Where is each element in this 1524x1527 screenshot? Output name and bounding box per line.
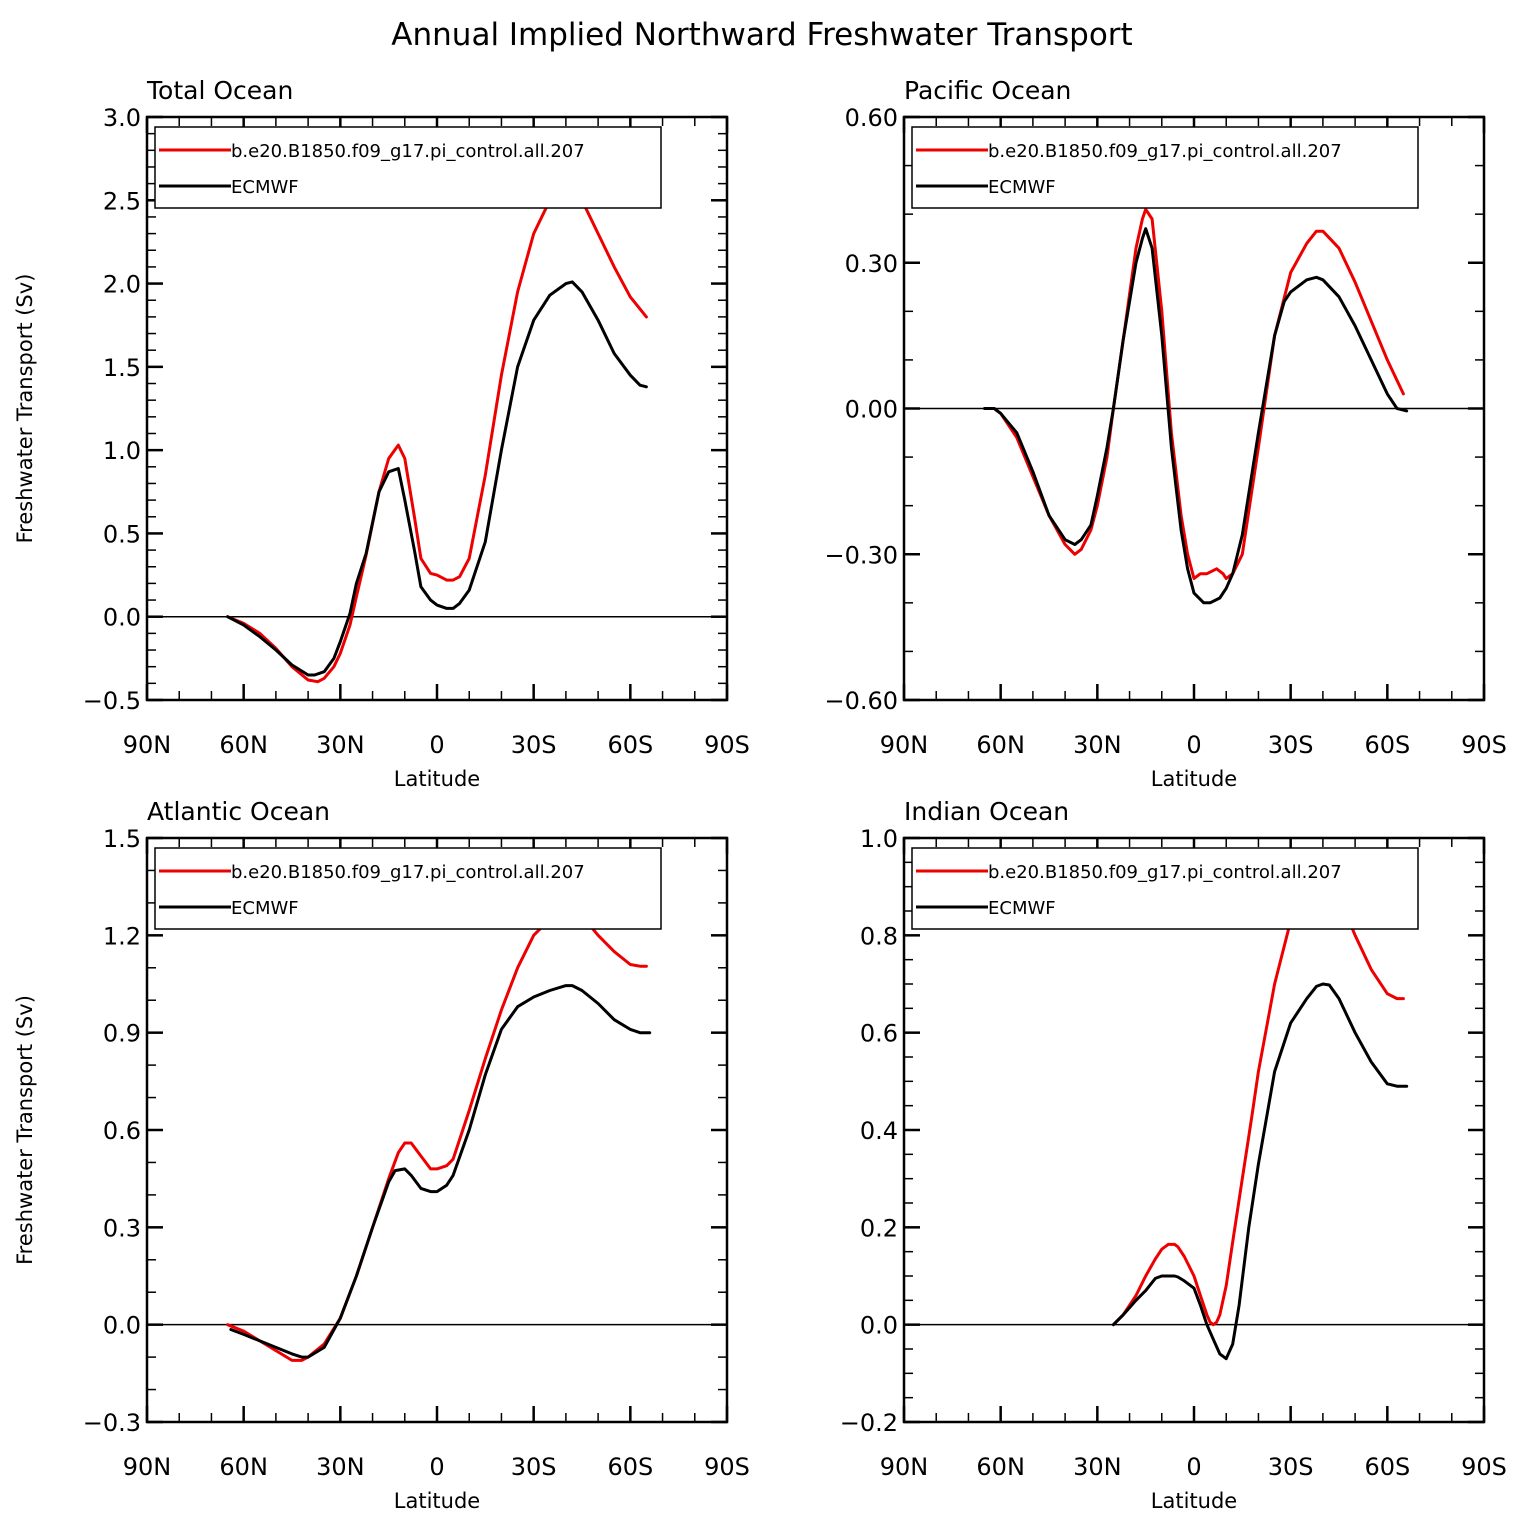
y-tick-label: −0.60 xyxy=(824,687,898,715)
y-tick-label: 0.8 xyxy=(860,922,898,950)
model-series-line xyxy=(226,907,648,1362)
x-tick-label: 90N xyxy=(880,731,929,759)
y-tick-label: −0.30 xyxy=(824,541,898,569)
x-tick-label: 60N xyxy=(219,1453,268,1481)
x-tick-label: 90S xyxy=(704,731,750,759)
x-tick-label: 0 xyxy=(429,731,444,759)
x-axis-title: Latitude xyxy=(1151,767,1237,791)
ecmwf-series-line xyxy=(226,280,648,677)
ecmwf-series-line xyxy=(1111,982,1409,1361)
x-tick-label: 60S xyxy=(1364,1453,1410,1481)
x-axis-title: Latitude xyxy=(1151,1489,1237,1513)
x-tick-label: 0 xyxy=(1186,731,1201,759)
y-tick-label: −0.3 xyxy=(83,1409,141,1437)
x-tick-label: 90S xyxy=(704,1453,750,1481)
y-tick-label: 1.5 xyxy=(103,354,141,382)
y-tick-label: 0.0 xyxy=(103,1312,141,1340)
y-tick-label: 1.2 xyxy=(103,922,141,950)
legend: b.e20.B1850.f09_g17.pi_control.all.207 EC… xyxy=(911,126,1419,209)
legend-label: ECMWF xyxy=(231,898,299,919)
x-tick-label: 60S xyxy=(607,731,653,759)
legend: b.e20.B1850.f09_g17.pi_control.all.207 EC… xyxy=(911,847,1419,930)
x-tick-label: 60N xyxy=(976,1453,1025,1481)
legend-label: ECMWF xyxy=(231,177,299,198)
legend-label: b.e20.B1850.f09_g17.pi_control.all.207 xyxy=(231,862,585,883)
panel-title: Total Ocean xyxy=(146,76,293,105)
model-series-line xyxy=(1111,873,1405,1327)
y-tick-label: 0.2 xyxy=(860,1214,898,1242)
ecmwf-series-line xyxy=(229,984,652,1359)
x-tick-label: 60S xyxy=(607,1453,653,1481)
panel-title: Atlantic Ocean xyxy=(147,797,330,826)
y-tick-label: 0.6 xyxy=(103,1117,141,1145)
y-tick-label: 2.0 xyxy=(103,271,141,299)
x-tick-label: 0 xyxy=(1186,1453,1201,1481)
chart-panel-2: −0.60 −0.30 0.00 0.30 0.60 90N 60N 30N 0 30S 60S 90… xyxy=(824,76,1506,791)
y-tick-label: 0.00 xyxy=(845,396,898,424)
y-tick-label: 0.9 xyxy=(103,1020,141,1048)
y-tick-label: 3.0 xyxy=(103,104,141,132)
y-tick-label: 0.3 xyxy=(103,1214,141,1242)
x-tick-label: 90N xyxy=(123,1453,172,1481)
y-tick-label: 2.5 xyxy=(103,187,141,215)
y-tick-label: 1.0 xyxy=(860,825,898,853)
y-tick-label: 0.0 xyxy=(860,1312,898,1340)
x-axis-title: Latitude xyxy=(394,1489,480,1513)
y-tick-label: 0.0 xyxy=(103,604,141,632)
legend-label: b.e20.B1850.f09_g17.pi_control.all.207 xyxy=(988,141,1342,162)
chart-panel-3: −0.3 0.0 0.3 0.6 0.9 1.2 1.5 90N 60N 30N 0 30S 60S 90… xyxy=(13,797,750,1513)
y-tick-label: 0.5 xyxy=(103,520,141,548)
legend: b.e20.B1850.f09_g17.pi_control.all.207 EC… xyxy=(154,847,662,930)
chart-panel-1: −0.5 0.0 0.5 1.0 1.5 2.0 2.5 3.0 90N 60N 30N 0 30S 60… xyxy=(13,76,750,791)
x-tick-label: 90N xyxy=(123,731,172,759)
y-tick-label: −0.5 xyxy=(83,687,141,715)
legend-label: b.e20.B1850.f09_g17.pi_control.all.207 xyxy=(231,141,585,162)
chart-panels: −0.5 0.0 0.5 1.0 1.5 2.0 2.5 3.0 90N 60N 30N 0 30S 60… xyxy=(13,76,1507,1513)
y-tick-label: 0.4 xyxy=(860,1117,898,1145)
legend-label: b.e20.B1850.f09_g17.pi_control.all.207 xyxy=(988,862,1342,883)
x-axis-title: Latitude xyxy=(394,767,480,791)
x-tick-label: 30S xyxy=(1268,731,1314,759)
ecmwf-series-line xyxy=(983,227,1409,605)
model-series-line xyxy=(983,207,1405,580)
y-tick-label: 0.60 xyxy=(845,104,898,132)
x-tick-label: 30N xyxy=(1073,1453,1122,1481)
y-tick-label: 1.0 xyxy=(103,437,141,465)
y-tick-label: 0.6 xyxy=(860,1020,898,1048)
x-tick-label: 30N xyxy=(316,731,365,759)
legend-box xyxy=(154,126,662,209)
x-tick-label: 0 xyxy=(429,1453,444,1481)
y-axis-title: Freshwater Transport (Sv) xyxy=(13,995,37,1265)
figure-title: Annual Implied Northward Freshwater Tran… xyxy=(391,17,1132,53)
x-tick-label: 60N xyxy=(219,731,268,759)
y-tick-label: −0.2 xyxy=(840,1409,898,1437)
panel-title: Indian Ocean xyxy=(904,797,1069,826)
legend: b.e20.B1850.f09_g17.pi_control.all.207 EC… xyxy=(154,126,662,209)
chart-panel-4: −0.2 0.0 0.2 0.4 0.6 0.8 1.0 90N 60N 30N 0 30S 60S 90… xyxy=(840,797,1507,1513)
y-axis-title: Freshwater Transport (Sv) xyxy=(13,274,37,544)
panel-title: Pacific Ocean xyxy=(904,76,1071,105)
x-tick-label: 30S xyxy=(511,1453,557,1481)
x-tick-label: 90S xyxy=(1461,1453,1507,1481)
legend-box xyxy=(911,847,1419,930)
legend-label: ECMWF xyxy=(988,898,1056,919)
y-tick-label: 0.30 xyxy=(845,250,898,278)
x-tick-label: 30N xyxy=(316,1453,365,1481)
x-tick-label: 60S xyxy=(1364,731,1410,759)
legend-box xyxy=(911,126,1419,209)
x-tick-label: 30N xyxy=(1073,731,1122,759)
legend-label: ECMWF xyxy=(988,177,1056,198)
model-series-line xyxy=(226,187,648,684)
x-tick-label: 30S xyxy=(511,731,557,759)
legend-box xyxy=(154,847,662,930)
x-tick-label: 30S xyxy=(1268,1453,1314,1481)
x-tick-label: 90S xyxy=(1461,731,1507,759)
x-tick-label: 90N xyxy=(880,1453,929,1481)
x-tick-label: 60N xyxy=(976,731,1025,759)
y-tick-label: 1.5 xyxy=(103,825,141,853)
